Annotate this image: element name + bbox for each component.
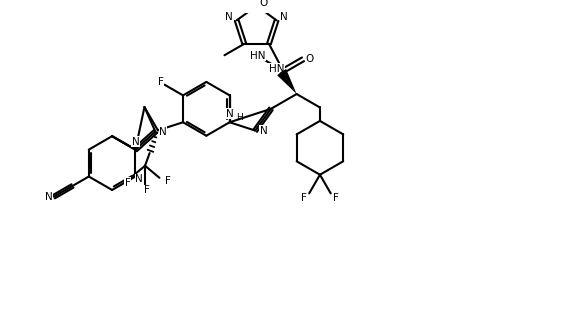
Text: F: F <box>125 178 130 187</box>
Text: H: H <box>236 113 243 122</box>
Text: N: N <box>225 11 233 22</box>
Text: F: F <box>144 185 150 195</box>
Text: N: N <box>45 192 53 202</box>
Text: F: F <box>301 193 307 203</box>
Text: N: N <box>280 11 288 22</box>
Text: N: N <box>132 137 139 147</box>
Text: F: F <box>165 176 171 186</box>
Text: O: O <box>305 54 314 64</box>
Text: HN: HN <box>269 64 284 74</box>
Polygon shape <box>280 69 297 94</box>
Polygon shape <box>277 72 297 94</box>
Text: F: F <box>158 77 164 87</box>
Text: O: O <box>259 0 268 8</box>
Text: N: N <box>226 109 233 119</box>
Text: N: N <box>136 174 143 184</box>
Text: N: N <box>159 127 167 137</box>
Text: N: N <box>260 126 268 136</box>
Text: HN: HN <box>249 51 265 61</box>
Text: F: F <box>332 193 339 203</box>
